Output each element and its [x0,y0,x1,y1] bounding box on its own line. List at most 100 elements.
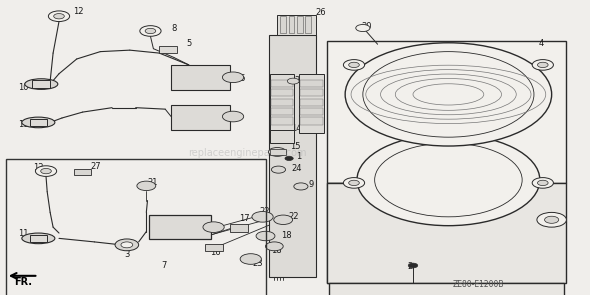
Bar [300,117,323,125]
Bar [171,65,230,90]
Bar [271,80,293,87]
Bar [300,108,323,115]
Circle shape [252,212,273,222]
Bar [159,46,177,53]
Circle shape [532,178,553,188]
Text: 27: 27 [90,162,101,171]
Text: 5: 5 [186,39,191,48]
Bar [271,117,293,125]
Text: 8: 8 [171,24,177,33]
Text: 12: 12 [33,163,44,172]
Ellipse shape [22,117,55,128]
Text: 14: 14 [291,124,302,133]
Text: 24: 24 [291,164,301,173]
Text: 17: 17 [240,214,250,223]
Circle shape [294,183,308,190]
Circle shape [137,181,156,191]
Bar [271,99,293,106]
Circle shape [48,11,70,22]
Text: 25: 25 [294,76,305,85]
Circle shape [115,239,139,251]
Bar [205,244,223,251]
Polygon shape [327,41,566,183]
Text: 11: 11 [18,120,29,129]
Bar [297,16,303,33]
Bar [270,149,286,155]
Bar [289,16,294,33]
Circle shape [532,60,553,70]
Text: 26: 26 [315,8,326,17]
Circle shape [54,14,64,19]
Bar [271,89,293,96]
Bar [300,89,323,96]
Circle shape [222,111,244,122]
Circle shape [203,222,224,232]
Text: 20: 20 [361,22,372,31]
Text: 1: 1 [296,152,301,161]
Text: 7: 7 [161,261,167,270]
Circle shape [545,216,559,223]
Text: 22: 22 [260,207,270,216]
Circle shape [274,215,293,224]
Text: 19: 19 [550,213,561,222]
Bar [299,74,324,133]
Text: 16: 16 [210,248,221,257]
Bar [32,80,50,88]
Circle shape [145,28,156,34]
Circle shape [537,180,548,186]
Bar [280,16,286,33]
Text: 10: 10 [18,83,29,91]
Text: 12: 12 [73,7,83,16]
Text: 22: 22 [289,212,299,221]
Text: FR.: FR. [15,277,32,287]
Text: 23: 23 [253,259,263,268]
Bar [300,80,323,87]
Circle shape [357,134,540,226]
Circle shape [121,242,133,248]
Bar [6,159,266,295]
Circle shape [268,148,286,156]
Bar [270,130,294,143]
Circle shape [41,168,51,174]
Circle shape [256,231,275,241]
Bar [30,119,47,126]
Circle shape [343,178,365,188]
Circle shape [271,166,286,173]
Text: 3: 3 [124,250,130,259]
Text: 9: 9 [309,180,313,189]
Polygon shape [327,183,566,283]
Text: 15: 15 [290,142,300,151]
Text: 6: 6 [239,74,245,83]
Bar [300,99,323,106]
Circle shape [240,254,261,264]
Circle shape [408,263,418,268]
Bar [149,215,211,239]
Text: 13: 13 [306,97,316,106]
Bar [171,105,230,130]
Circle shape [345,43,552,146]
Text: 21: 21 [147,178,158,187]
Text: replaceengineparts.com: replaceengineparts.com [189,148,307,158]
Text: 18: 18 [271,246,281,255]
Bar [230,224,248,232]
Text: 2: 2 [408,263,412,271]
Bar [269,35,316,277]
Circle shape [287,78,299,84]
Bar [329,283,564,295]
Polygon shape [327,183,354,283]
Circle shape [537,212,566,227]
Ellipse shape [25,79,58,89]
Circle shape [356,24,370,32]
Bar [270,74,294,133]
Circle shape [349,62,359,68]
Circle shape [363,52,534,137]
Text: ZE80-E1200B: ZE80-E1200B [452,280,504,289]
Circle shape [343,60,365,70]
Circle shape [35,166,57,176]
Circle shape [285,156,293,160]
Bar [30,235,47,242]
Circle shape [537,62,548,68]
Bar [277,15,316,35]
Circle shape [349,180,359,186]
Ellipse shape [22,233,55,244]
